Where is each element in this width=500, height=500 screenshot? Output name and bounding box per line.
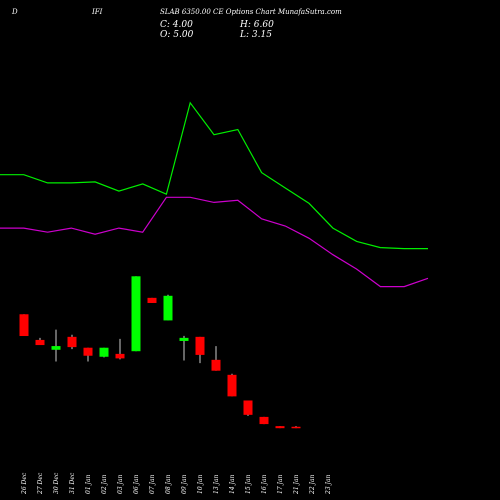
candle-body [227,374,237,397]
close-label: C: [160,20,170,30]
x-tick-label: 26 Dec [21,472,28,495]
chart-title: SLAB 6350.00 CE Options Chart MunafaSutr… [160,8,342,16]
high-readout: H: 6.60 [240,20,274,30]
open-value: 5.00 [173,30,194,40]
x-tick-label: 06 Jan [133,474,140,494]
low-label: L: [240,30,250,40]
candle-body [275,426,285,429]
candle-body [131,276,141,352]
high-label: H: [240,20,251,30]
candle-body [147,297,157,303]
low-value: 3.15 [251,30,272,40]
x-tick-label: 31 Dec [69,472,76,494]
header-mid: IFI [92,8,103,16]
candle-body [35,339,45,346]
x-tick-label: 30 Dec [53,472,60,494]
x-tick-label: 08 Jan [165,474,172,494]
open-label: O: [160,30,171,40]
candle-body [51,346,61,350]
candle-body [211,359,221,371]
header-left: D [12,8,18,16]
x-tick-label: 16 Jan [261,474,268,494]
x-tick-label: 15 Jan [245,474,252,494]
candle-body [291,426,301,429]
candle-body [243,400,253,415]
x-tick-label: 01 Jan [85,474,92,494]
candle-body [259,416,269,425]
x-tick-label: 07 Jan [149,474,156,494]
candle-body [195,336,205,355]
close-readout: C: 4.00 [160,20,193,30]
x-tick-label: 03 Jan [117,474,124,494]
x-tick-label: 13 Jan [213,474,220,494]
x-tick-label: 17 Jan [277,474,284,494]
candle-body [99,347,109,357]
x-tick-label: 10 Jan [197,474,204,494]
open-readout: O: 5.00 [160,30,193,40]
upper-indicator-line [0,101,428,250]
candle-body [163,295,173,321]
low-readout: L: 3.15 [240,30,272,40]
x-tick-label: 09 Jan [181,474,188,494]
x-tick-label: 27 Dec [37,472,44,495]
close-value: 4.00 [172,20,193,30]
candle-body [83,347,93,356]
lower-indicator-line [0,196,429,288]
x-tick-label: 14 Jan [229,474,236,494]
high-value: 6.60 [253,20,274,30]
candle-body [179,337,189,341]
candle-body [115,353,125,359]
candle-body [19,314,29,337]
candle-body [67,336,77,348]
x-tick-label: 23 Jan [325,474,332,495]
x-tick-label: 21 Jan [293,474,300,495]
x-tick-label: 02 Jan [101,474,108,494]
x-tick-label: 22 Jan [309,474,316,495]
